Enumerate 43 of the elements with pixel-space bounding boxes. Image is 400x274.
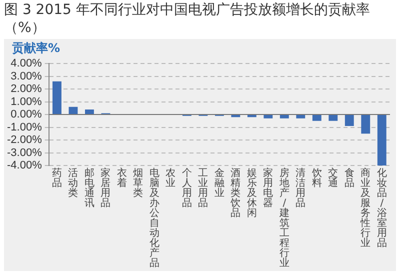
bar — [85, 109, 94, 114]
x-tick-label: 烟草类 — [133, 167, 144, 200]
bar — [328, 115, 338, 121]
y-tick-label: 2.00% — [10, 83, 42, 96]
bar — [344, 115, 354, 126]
category-label: 电脑及办公自动化产品 — [149, 168, 160, 270]
category-label: 房地产/建筑工程行业 — [279, 168, 290, 270]
bar — [361, 115, 370, 134]
x-tick-label: 酒精类饮品 — [230, 167, 241, 220]
x-tick-label: 饮料 — [310, 168, 322, 190]
x-tick-label: 清洁用品 — [296, 167, 306, 210]
y-tick-label: -2.00% — [6, 134, 42, 146]
y-tick-label: -1.00% — [6, 121, 42, 134]
bar — [68, 106, 78, 114]
bar — [264, 115, 273, 118]
chart-title: 图 3 2015 年不同行业对中国电视广告投放额增长的贡献率（%） — [3, 1, 371, 37]
y-tick-label: 0.00% — [10, 108, 42, 121]
x-tick-label: 家用电器 — [263, 167, 274, 210]
bar — [312, 115, 322, 121]
y-tick-label: 4.00% — [10, 58, 42, 70]
x-tick-label: 个人用品 — [182, 167, 192, 210]
x-tick-label: 娱乐及休闲 — [246, 168, 257, 220]
bar — [296, 115, 306, 118]
bar — [377, 115, 386, 166]
x-tick-label: 化妆品/浴室用品 — [376, 167, 387, 250]
y-tick-label: -4.00% — [6, 160, 42, 172]
bar — [52, 81, 62, 114]
x-tick-label: 食品 — [344, 167, 354, 190]
x-tick-label: 衣着 — [116, 167, 127, 190]
y-tick-label: -3.00% — [6, 146, 42, 159]
x-tick-label: 邮电通讯 — [84, 167, 94, 210]
x-tick-label: 金融业 — [214, 167, 224, 200]
x-tick-label: 交通 — [328, 167, 338, 190]
x-tick-label: 工业用品 — [198, 168, 208, 210]
x-tick-label: 家居用品 — [100, 167, 111, 210]
bar — [280, 115, 289, 118]
x-tick-label: 商业及服务性行业 — [360, 167, 371, 250]
y-tick-label: 3.00% — [10, 70, 42, 82]
y-axis-title: 贡献率% — [11, 40, 62, 55]
x-tick-label: 药品 — [52, 167, 62, 190]
x-tick-label: 农业 — [166, 168, 176, 190]
x-tick-label: 活动类 — [68, 167, 78, 200]
y-tick-label: 1.00% — [10, 96, 42, 108]
